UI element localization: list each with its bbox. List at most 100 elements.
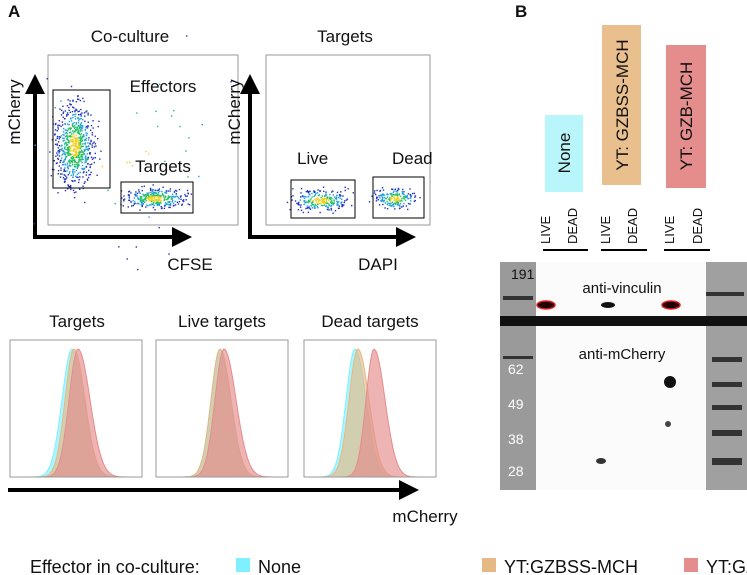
dot bbox=[77, 164, 79, 166]
dot bbox=[145, 150, 147, 153]
dot bbox=[152, 192, 155, 195]
dot bbox=[73, 113, 75, 116]
dot bbox=[78, 147, 80, 149]
dot bbox=[400, 199, 402, 201]
dot bbox=[81, 164, 84, 167]
dot bbox=[178, 188, 181, 191]
dot bbox=[158, 202, 160, 204]
dot bbox=[60, 149, 63, 151]
dot bbox=[305, 201, 308, 203]
dot bbox=[66, 177, 68, 179]
dot bbox=[74, 166, 76, 168]
dot bbox=[68, 140, 70, 143]
dot bbox=[77, 140, 80, 142]
dot bbox=[317, 189, 319, 191]
dot bbox=[71, 110, 74, 113]
dot bbox=[82, 135, 84, 137]
dot bbox=[93, 146, 96, 148]
dot bbox=[84, 138, 87, 141]
dot bbox=[70, 120, 73, 122]
dot bbox=[155, 110, 157, 113]
dot bbox=[80, 108, 82, 111]
dot bbox=[390, 202, 392, 204]
dot bbox=[72, 132, 75, 134]
dot bbox=[303, 203, 305, 206]
dot bbox=[67, 139, 70, 142]
dot bbox=[66, 144, 68, 146]
dot bbox=[66, 144, 69, 146]
dot bbox=[152, 195, 154, 198]
dot bbox=[398, 199, 400, 201]
dot bbox=[170, 115, 173, 117]
dot bbox=[393, 190, 395, 192]
dot bbox=[330, 196, 332, 199]
dot bbox=[57, 173, 59, 175]
dot bbox=[66, 130, 68, 132]
dot bbox=[171, 198, 173, 201]
dot bbox=[68, 185, 71, 188]
group-label: YT: GZB-MCH bbox=[677, 62, 696, 171]
dot bbox=[156, 204, 159, 207]
histograms: Targets Live targets Dead targets mCherr… bbox=[8, 312, 458, 526]
dot bbox=[139, 192, 141, 195]
dot bbox=[65, 129, 67, 131]
dot bbox=[405, 205, 408, 207]
dot bbox=[184, 193, 186, 196]
dot bbox=[154, 189, 156, 192]
dot bbox=[82, 172, 85, 174]
dot bbox=[84, 120, 86, 123]
dot bbox=[314, 193, 317, 196]
dot bbox=[69, 147, 71, 149]
dot bbox=[76, 126, 78, 128]
dot bbox=[337, 204, 339, 206]
dot bbox=[156, 189, 158, 192]
dot bbox=[313, 190, 315, 192]
dot bbox=[310, 204, 312, 207]
dot bbox=[150, 189, 152, 192]
dot bbox=[58, 120, 61, 122]
dot bbox=[91, 146, 93, 148]
dot bbox=[80, 122, 83, 124]
histogram-curve bbox=[10, 348, 142, 478]
dot bbox=[114, 203, 116, 205]
dot bbox=[175, 193, 177, 195]
dot bbox=[163, 199, 165, 201]
dot bbox=[80, 160, 82, 162]
dot bbox=[69, 128, 72, 131]
dot bbox=[394, 202, 397, 205]
dot bbox=[68, 165, 70, 167]
dot bbox=[63, 174, 65, 176]
dot bbox=[81, 157, 83, 160]
dot bbox=[91, 134, 94, 136]
dot bbox=[381, 194, 383, 196]
dot bbox=[304, 200, 306, 202]
dot bbox=[128, 197, 131, 199]
dot bbox=[75, 129, 78, 131]
dot bbox=[182, 199, 185, 201]
dot bbox=[65, 115, 68, 117]
dot bbox=[160, 196, 162, 198]
dot bbox=[77, 129, 79, 131]
dot bbox=[90, 124, 93, 127]
dot bbox=[79, 136, 81, 138]
dot bbox=[403, 202, 405, 205]
dot bbox=[71, 153, 73, 155]
dot bbox=[67, 168, 70, 170]
dot bbox=[154, 209, 156, 211]
dot bbox=[33, 223, 35, 225]
dot bbox=[171, 199, 174, 202]
dot bbox=[319, 199, 321, 201]
dot bbox=[143, 185, 146, 187]
dot bbox=[390, 188, 393, 190]
dot bbox=[152, 206, 155, 209]
dot bbox=[66, 133, 68, 135]
dot bbox=[317, 207, 319, 209]
dot bbox=[176, 195, 178, 198]
dot bbox=[390, 193, 392, 196]
dot bbox=[96, 174, 98, 176]
dot bbox=[61, 109, 63, 112]
dot bbox=[77, 166, 79, 168]
dot bbox=[79, 118, 81, 120]
dot bbox=[139, 197, 142, 200]
dot bbox=[328, 209, 330, 211]
